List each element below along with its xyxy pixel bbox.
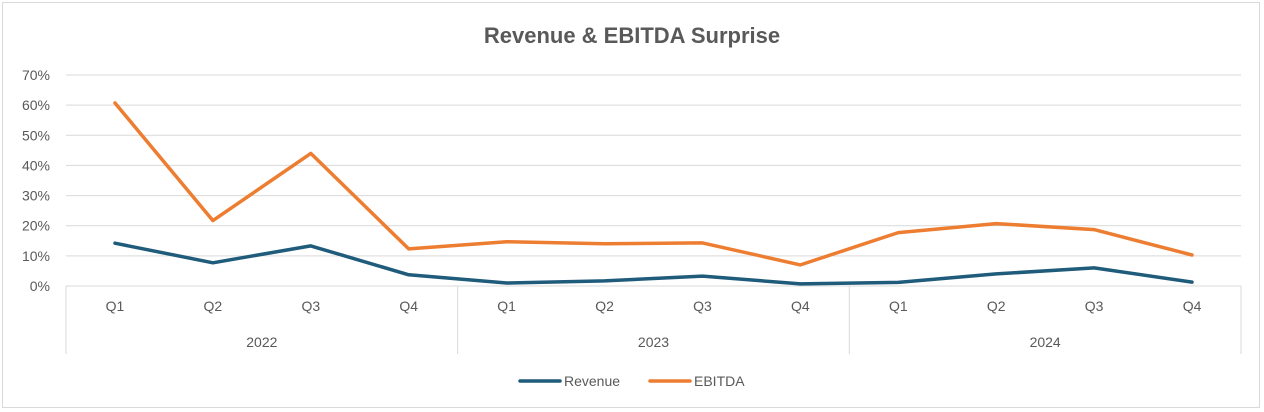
- y-tick-label: 10%: [22, 248, 50, 264]
- y-tick-label: 60%: [22, 97, 50, 113]
- series-line-revenue: [113, 241, 1194, 286]
- legend: Revenue EBITDA: [518, 373, 745, 389]
- series-lines: [113, 101, 1194, 286]
- chart-title: Revenue & EBITDA Surprise: [484, 23, 780, 48]
- gridlines: [66, 74, 1241, 287]
- x-tick-label: Q4: [791, 298, 810, 314]
- y-tick-label: 20%: [22, 218, 50, 234]
- y-axis-tick-labels: 0% 10% 20% 30% 40% 50% 60% 70%: [22, 67, 50, 294]
- x-tick-label: Q2: [987, 298, 1006, 314]
- x-tick-label: Q1: [497, 298, 516, 314]
- x-tick-label: Q1: [889, 298, 908, 314]
- x-tick-label: Q3: [693, 298, 712, 314]
- series-line-ebitda: [113, 101, 1194, 267]
- x-tick-label: Q3: [301, 298, 320, 314]
- x-tick-label: Q4: [1183, 298, 1202, 314]
- legend-label-ebitda: EBITDA: [694, 373, 745, 389]
- x-axis: Q1 Q2 Q3 Q4 Q1 Q2 Q3 Q4 Q1 Q2 Q3 Q4 2022 2023 2024: [65, 285, 1242, 354]
- x-group-label: 2024: [1030, 334, 1061, 350]
- y-tick-label: 40%: [22, 157, 50, 173]
- x-tick-label: Q1: [106, 298, 125, 314]
- y-tick-label: 70%: [22, 67, 50, 83]
- x-tick-label: Q4: [399, 298, 418, 314]
- y-tick-label: 30%: [22, 188, 50, 204]
- x-tick-label: Q3: [1085, 298, 1104, 314]
- x-tick-label: Q2: [204, 298, 223, 314]
- legend-label-revenue: Revenue: [564, 373, 620, 389]
- x-group-label: 2022: [246, 334, 277, 350]
- x-group-label: 2023: [638, 334, 669, 350]
- y-tick-label: 50%: [22, 127, 50, 143]
- x-tick-label: Q2: [595, 298, 614, 314]
- y-tick-label: 0%: [30, 278, 50, 294]
